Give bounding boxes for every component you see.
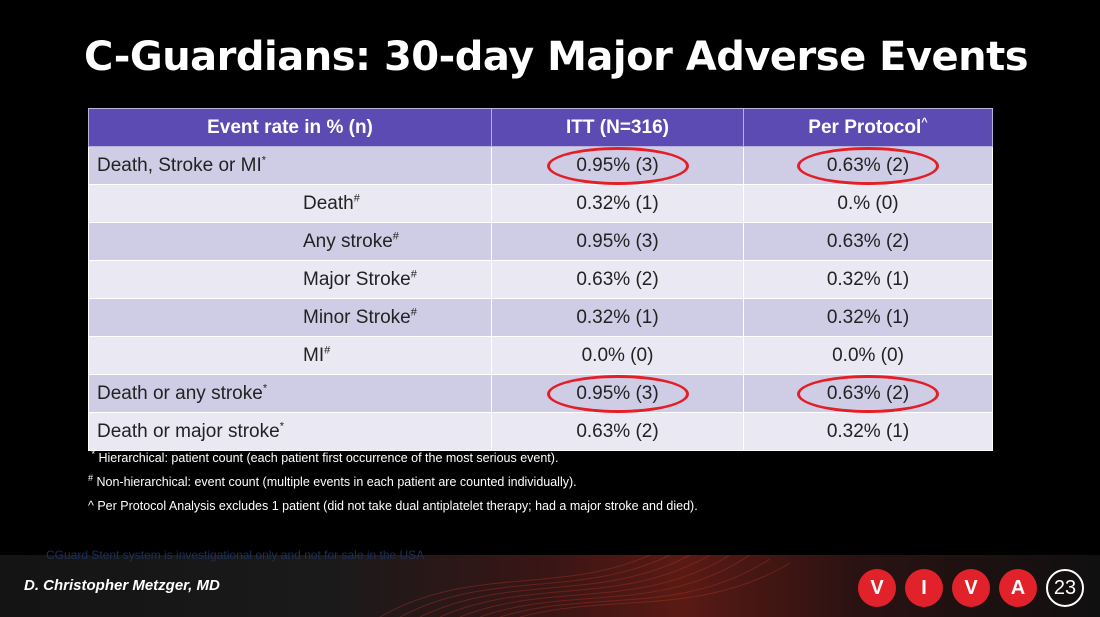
table-row: Death or major stroke* 0.63% (2) 0.32% (… xyxy=(88,412,993,451)
table-row: Any stroke# 0.95% (3) 0.63% (2) xyxy=(88,222,993,261)
pp-value: 0.32% (1) xyxy=(743,298,993,337)
itt-value: 0.32% (1) xyxy=(491,184,744,223)
itt-value: 0.95% (3) xyxy=(491,146,744,185)
footnotes: * Hierarchical: patient count (each pati… xyxy=(88,448,698,523)
pp-value: 0.32% (1) xyxy=(743,412,993,451)
pp-value: 0.0% (0) xyxy=(743,336,993,375)
itt-value: 0.63% (2) xyxy=(491,412,744,451)
table-header-row: Event rate in % (n) ITT (N=316) Per Prot… xyxy=(88,108,993,147)
pp-value: 0.32% (1) xyxy=(743,260,993,299)
row-label: MI# xyxy=(88,336,492,375)
itt-value: 0.32% (1) xyxy=(491,298,744,337)
itt-value: 0.63% (2) xyxy=(491,260,744,299)
viva-logo: V I V A 23 xyxy=(858,568,1084,608)
adverse-events-table: Event rate in % (n) ITT (N=316) Per Prot… xyxy=(88,108,993,451)
footnote-non-hierarchical: # Non-hierarchical: event count (multipl… xyxy=(88,472,577,489)
disclaimer-text: CGuard Stent system is investigational o… xyxy=(46,548,425,562)
header-itt: ITT (N=316) xyxy=(491,108,744,147)
footnote-hierarchical: * Hierarchical: patient count (each pati… xyxy=(91,448,559,465)
row-label: Any stroke# xyxy=(88,222,492,261)
table-row: Death or any stroke* 0.95% (3) 0.63% (2) xyxy=(88,374,993,413)
slide-title: C-Guardians: 30-day Major Adverse Events xyxy=(84,34,1029,80)
pp-value: 0.63% (2) xyxy=(743,374,993,413)
logo-letter: V xyxy=(952,569,990,607)
table-row: Major Stroke# 0.63% (2) 0.32% (1) xyxy=(88,260,993,299)
itt-value: 0.95% (3) xyxy=(491,222,744,261)
header-event-rate: Event rate in % (n) xyxy=(88,108,492,147)
footnote-per-protocol: ^ Per Protocol Analysis excludes 1 patie… xyxy=(88,499,698,513)
row-label: Death# xyxy=(88,184,492,223)
table-row: MI# 0.0% (0) 0.0% (0) xyxy=(88,336,993,375)
table-row: Minor Stroke# 0.32% (1) 0.32% (1) xyxy=(88,298,993,337)
pp-value: 0.63% (2) xyxy=(743,146,993,185)
row-label: Major Stroke# xyxy=(88,260,492,299)
presenter-name: D. Christopher Metzger, MD xyxy=(24,577,220,594)
row-label: Death or major stroke* xyxy=(88,412,492,451)
itt-value: 0.95% (3) xyxy=(491,374,744,413)
itt-value: 0.0% (0) xyxy=(491,336,744,375)
logo-year: 23 xyxy=(1046,569,1084,607)
logo-letter: I xyxy=(905,569,943,607)
row-label: Death or any stroke* xyxy=(88,374,492,413)
table-row: Death, Stroke or MI* 0.95% (3) 0.63% (2) xyxy=(88,146,993,185)
pp-value: 0.% (0) xyxy=(743,184,993,223)
header-per-protocol: Per Protocol^ xyxy=(743,108,993,147)
pp-value: 0.63% (2) xyxy=(743,222,993,261)
row-label: Minor Stroke# xyxy=(88,298,492,337)
table-row: Death# 0.32% (1) 0.% (0) xyxy=(88,184,993,223)
logo-letter: V xyxy=(858,569,896,607)
logo-letter: A xyxy=(999,569,1037,607)
row-label: Death, Stroke or MI* xyxy=(88,146,492,185)
footer-wave-decoration xyxy=(379,555,791,617)
